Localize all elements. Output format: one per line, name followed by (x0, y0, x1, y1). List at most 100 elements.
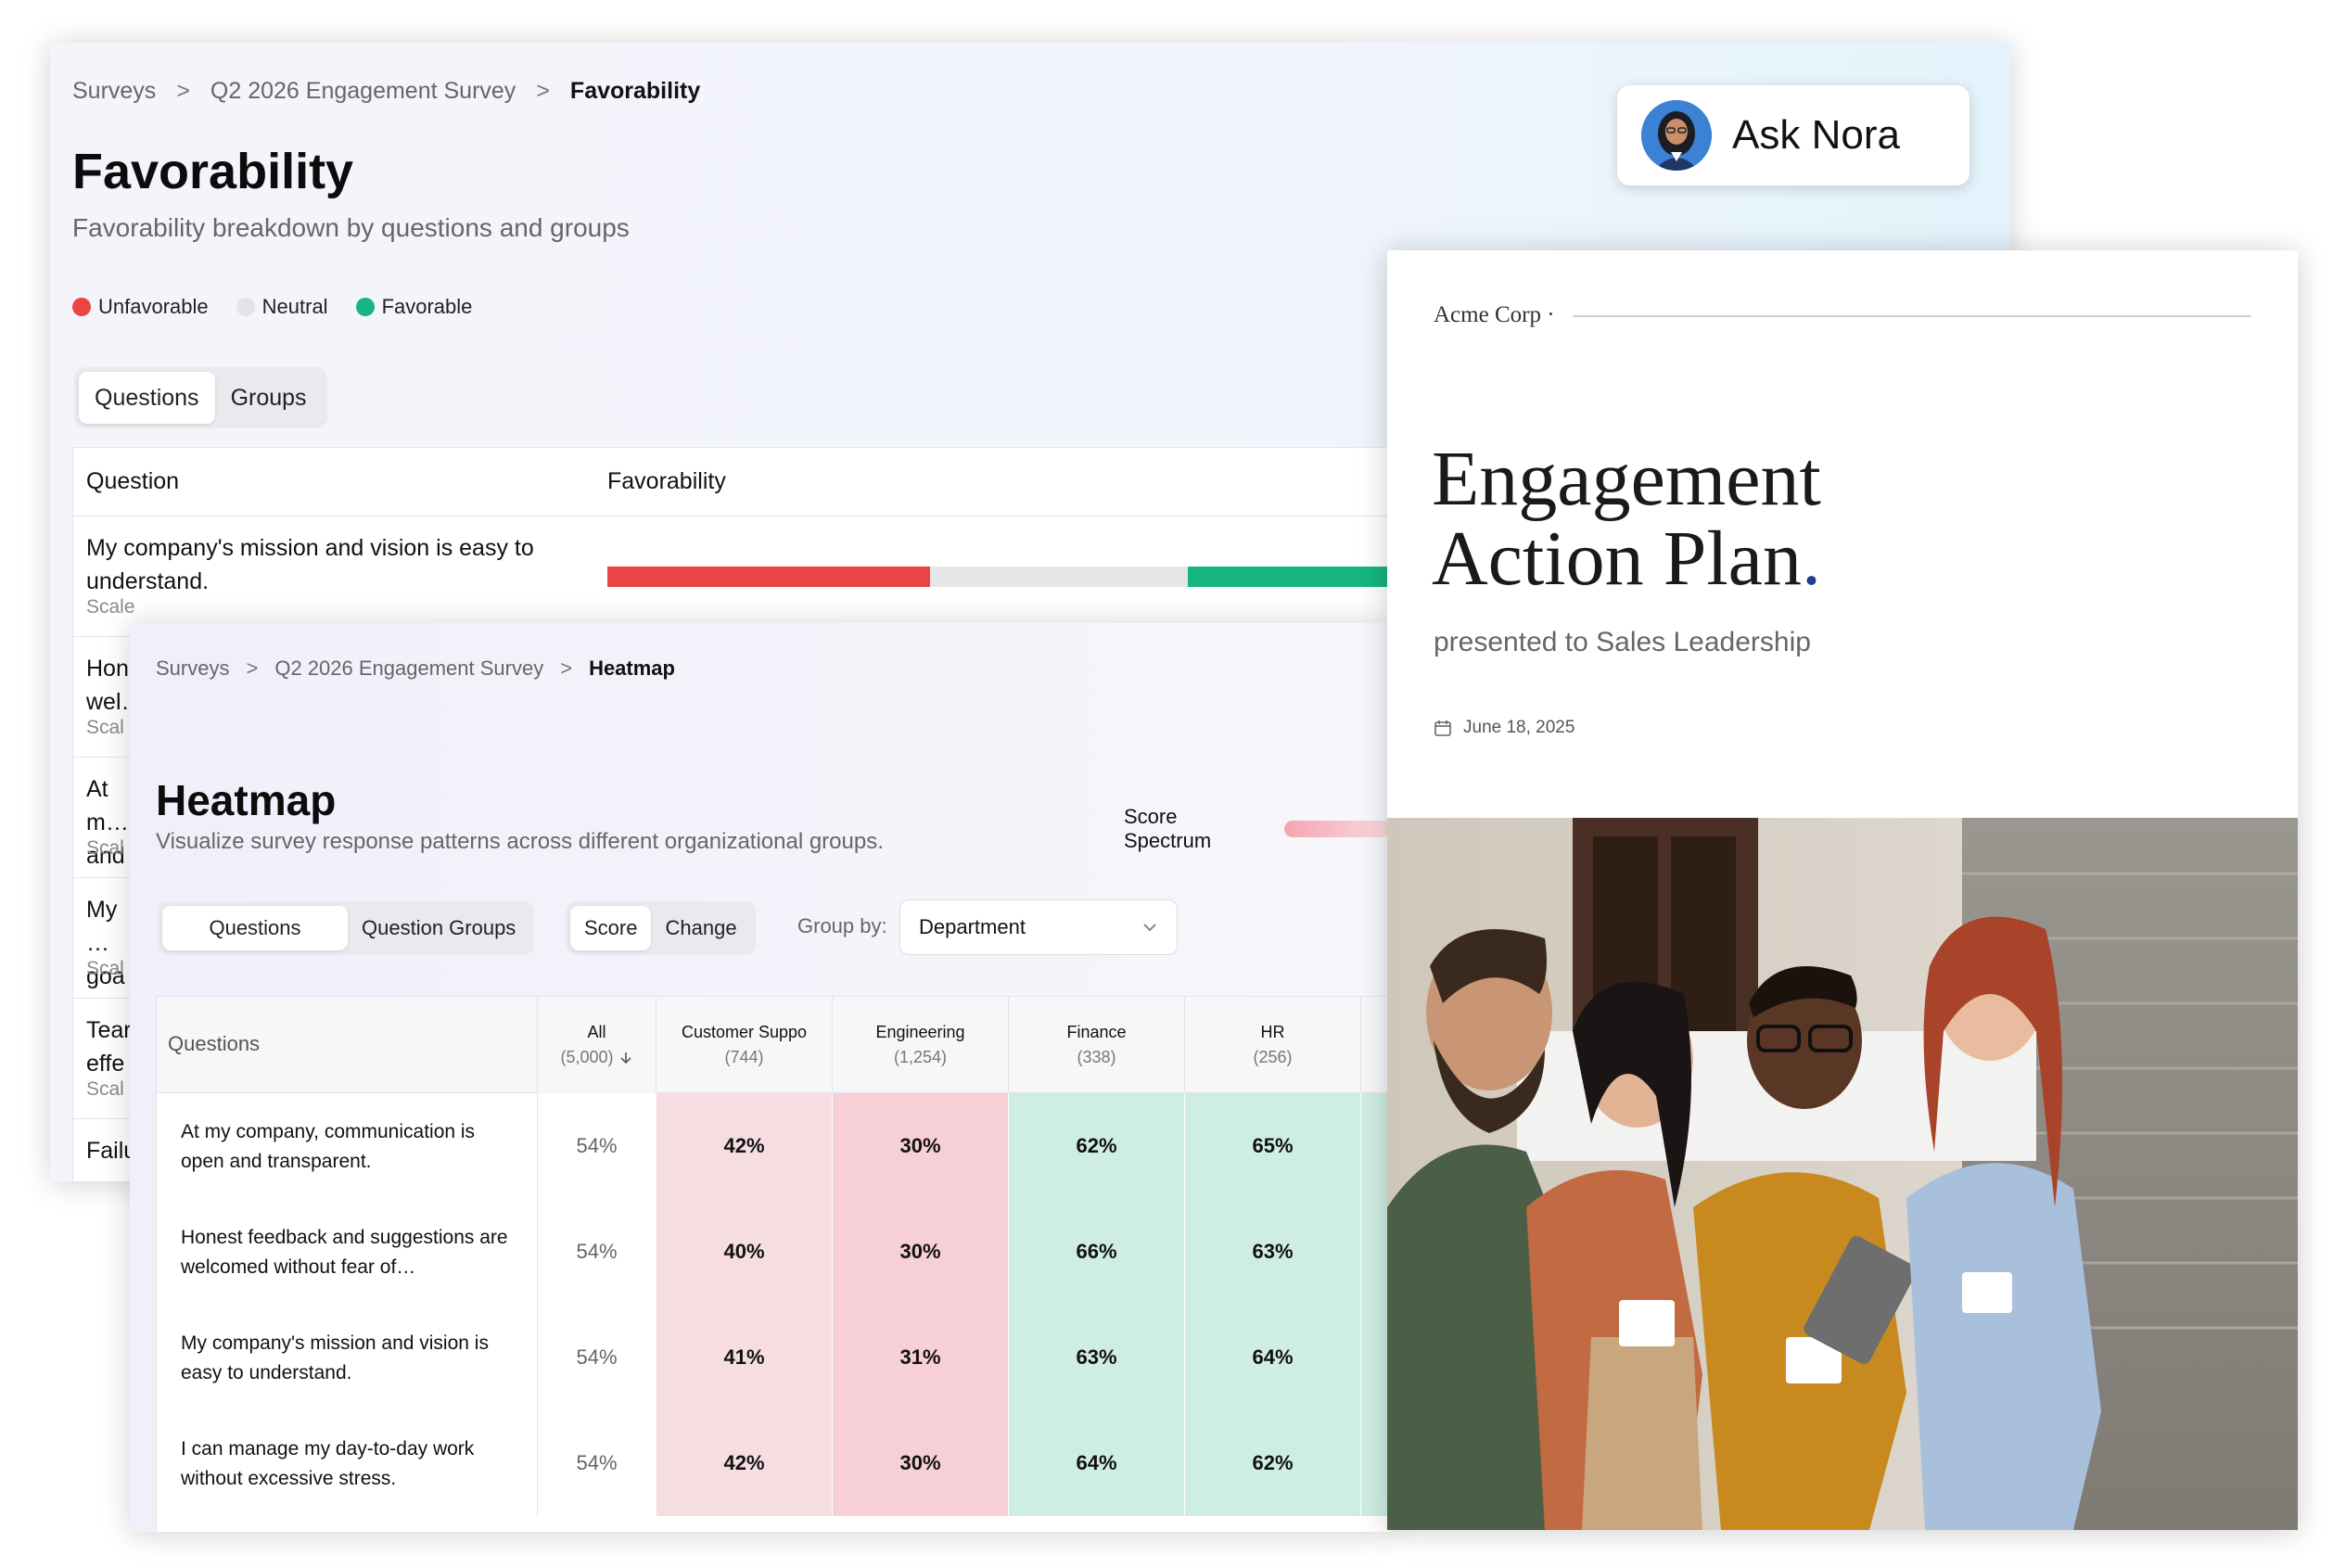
heatmap-cell[interactable]: 30% (832, 1410, 1008, 1516)
neutral-dot (236, 298, 255, 316)
page-title: Favorability (72, 144, 354, 199)
ask-nora-label: Ask Nora (1732, 112, 1900, 158)
metric-tabs: Score Change (566, 901, 756, 955)
neutral-segment (930, 567, 1188, 587)
question-text: At my company, communication is open and… (181, 1121, 476, 1172)
heatmap-cell[interactable]: 40% (656, 1199, 832, 1305)
column-name: All (587, 1023, 606, 1041)
heatmap-table: Questions All (5,000) Customer Suppo (74… (156, 996, 1391, 1532)
column-questions: Questions (168, 1032, 261, 1055)
table-row[interactable]: Honest feedback and suggestions are welc… (157, 1199, 1391, 1305)
question-type: Scal (86, 717, 124, 738)
action-plan-card[interactable]: Acme Corp · Engagement Action Plan. pres… (1387, 250, 2298, 1530)
tab-questions[interactable]: Questions (162, 906, 348, 950)
table-row[interactable]: My company's mission and vision is easy … (157, 1305, 1391, 1410)
breadcrumb-survey[interactable]: Q2 2026 Engagement Survey (274, 657, 544, 680)
breadcrumb-surveys[interactable]: Surveys (156, 657, 230, 680)
heatmap-cell[interactable]: 54% (537, 1305, 656, 1410)
legend-label: Unfavorable (98, 295, 209, 318)
question-text: Honest feedback and suggestions are welc… (181, 1227, 508, 1278)
company-name: Acme Corp · (1434, 302, 1555, 327)
question-text: My company's mission and vision is easy … (86, 535, 534, 594)
heatmap-cell[interactable]: 65% (1184, 1093, 1360, 1199)
table-row[interactable]: Failu (73, 1119, 1444, 1181)
page-subtitle: Favorability breakdown by questions and … (72, 213, 630, 242)
table-row[interactable]: At my company, communication is open and… (157, 1093, 1391, 1199)
breadcrumb-separator: > (176, 78, 190, 104)
tab-groups[interactable]: Groups (230, 384, 307, 411)
unfavorable-segment (607, 567, 930, 587)
heatmap-cell[interactable]: 54% (537, 1199, 656, 1305)
arrow-down-icon[interactable] (618, 1051, 633, 1065)
column-engineering[interactable]: Engineering (1,254) (832, 997, 1008, 1093)
column-question[interactable]: Question (86, 468, 180, 494)
column-more (1360, 997, 1391, 1093)
tab-score[interactable]: Score (570, 906, 652, 950)
spectrum-bar (1284, 821, 1391, 837)
page-title: Heatmap (156, 776, 337, 824)
tab-question-groups[interactable]: Question Groups (362, 916, 516, 939)
breadcrumb-surveys[interactable]: Surveys (72, 78, 157, 104)
heatmap-cell[interactable]: 42% (656, 1093, 832, 1199)
heatmap-cell[interactable]: 31% (832, 1305, 1008, 1410)
plan-subtitle: presented to Sales Leadership (1434, 627, 1811, 657)
column-favorability[interactable]: Favorability (607, 468, 726, 494)
question-text: At m… and (86, 776, 129, 869)
heatmap-cell[interactable]: 30% (832, 1199, 1008, 1305)
heatmap-cell[interactable]: 64% (1008, 1410, 1184, 1516)
ask-nora-button[interactable]: Ask Nora (1617, 85, 1970, 185)
heatmap-cell-overflow (1360, 1305, 1391, 1410)
plan-title-line2: Action Plan. (1432, 516, 1821, 602)
heatmap-cell[interactable]: 63% (1184, 1199, 1360, 1305)
heatmap-cell[interactable]: 63% (1008, 1305, 1184, 1410)
breadcrumb: Surveys > Q2 2026 Engagement Survey > Fa… (72, 78, 700, 105)
tab-change[interactable]: Change (665, 916, 737, 939)
calendar-icon (1434, 720, 1451, 736)
question-type: Scal (86, 958, 124, 979)
column-all[interactable]: All (5,000) (537, 997, 656, 1093)
group-by-value: Department (919, 915, 1026, 938)
breadcrumb-current: Favorability (569, 78, 701, 104)
heatmap-cell[interactable]: 64% (1184, 1305, 1360, 1410)
column-finance[interactable]: Finance (338) (1008, 997, 1184, 1093)
question-text: My company's mission and vision is easy … (181, 1332, 489, 1383)
score-spectrum: Score Spectrum (1124, 805, 1391, 853)
heatmap-cell[interactable]: 54% (537, 1093, 656, 1199)
column-count: (1,254) (893, 1048, 948, 1066)
group-by-select[interactable]: Department (899, 899, 1178, 955)
breadcrumb-current: Heatmap (589, 657, 675, 680)
breadcrumb-separator: > (246, 657, 259, 680)
table-row[interactable]: My company's mission and vision is easy … (73, 516, 1596, 637)
question-type: Scal (86, 1078, 124, 1100)
column-hr[interactable]: HR (256) (1184, 997, 1360, 1093)
heatmap-cell[interactable]: 62% (1184, 1410, 1360, 1516)
question-text: I can manage my day-to-day work without … (181, 1438, 475, 1489)
favorable-dot (355, 298, 375, 316)
plan-title: Engagement Action Plan. (1432, 440, 1821, 599)
view-tabs: Questions Question Groups (158, 901, 535, 955)
breadcrumb: Surveys > Q2 2026 Engagement Survey > He… (156, 657, 675, 681)
tab-questions[interactable]: Questions (79, 372, 215, 424)
heatmap-cell-overflow (1360, 1199, 1391, 1305)
legend-favorable: Favorable (355, 295, 472, 319)
legend-neutral: Neutral (236, 295, 328, 319)
legend-unfavorable: Unfavorable (72, 295, 209, 319)
heatmap-cell[interactable]: 62% (1008, 1093, 1184, 1199)
breadcrumb-separator: > (536, 78, 550, 104)
heatmap-cell[interactable]: 42% (656, 1410, 832, 1516)
score-spectrum-label: Score Spectrum (1124, 805, 1212, 852)
question-type: Scale (86, 596, 135, 618)
heatmap-cell[interactable]: 41% (656, 1305, 832, 1410)
heatmap-cell[interactable]: 54% (537, 1410, 656, 1516)
table-row[interactable]: I can manage my day-to-day work without … (157, 1410, 1391, 1516)
question-type: Scal (86, 837, 124, 859)
breadcrumb-survey[interactable]: Q2 2026 Engagement Survey (210, 78, 516, 104)
column-name: HR (1260, 1023, 1285, 1041)
legend: Unfavorable Neutral Favorable (72, 295, 500, 319)
heatmap-cell[interactable]: 30% (832, 1093, 1008, 1199)
heatmap-cell[interactable]: 66% (1008, 1199, 1184, 1305)
table-header: Questions All (5,000) Customer Suppo (74… (157, 997, 1391, 1093)
table-header: Question Favorability (73, 448, 1444, 516)
view-tabs: Questions Groups (74, 367, 327, 428)
column-customer-support[interactable]: Customer Suppo (744) (656, 997, 832, 1093)
